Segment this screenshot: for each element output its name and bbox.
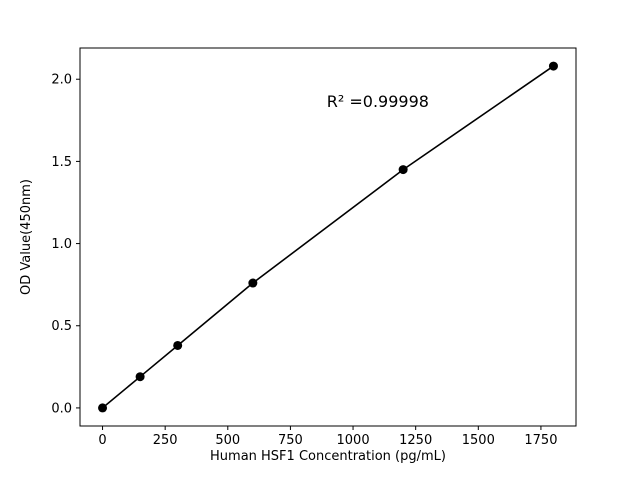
y-tick-label: 2.0 — [51, 73, 72, 88]
x-axis-label: Human HSF1 Concentration (pg/mL) — [210, 449, 446, 464]
x-tick-label: 500 — [215, 433, 240, 448]
x-tick-label: 1500 — [462, 433, 495, 448]
r-squared-annotation: R² =0.99998 — [327, 92, 429, 111]
data-point — [98, 403, 108, 413]
y-axis-label: OD Value(450nm) — [19, 179, 34, 295]
x-tick-label: 1250 — [399, 433, 432, 448]
y-tick-label: 1.0 — [51, 237, 72, 252]
x-tick-label: 1750 — [524, 433, 557, 448]
x-tick-label: 1000 — [337, 433, 370, 448]
data-point — [173, 340, 183, 350]
data-point — [248, 278, 258, 288]
data-point — [135, 372, 145, 382]
plot-border — [79, 47, 577, 427]
curve-line — [101, 65, 555, 409]
y-tick-label: 0.0 — [51, 401, 72, 416]
data-point — [548, 61, 558, 71]
data-point — [398, 165, 408, 175]
y-tick-label: 0.5 — [51, 319, 72, 334]
x-tick-label: 750 — [278, 433, 303, 448]
x-tick-label: 0 — [98, 433, 106, 448]
x-tick-label: 250 — [153, 433, 178, 448]
y-tick-label: 1.5 — [51, 155, 72, 170]
